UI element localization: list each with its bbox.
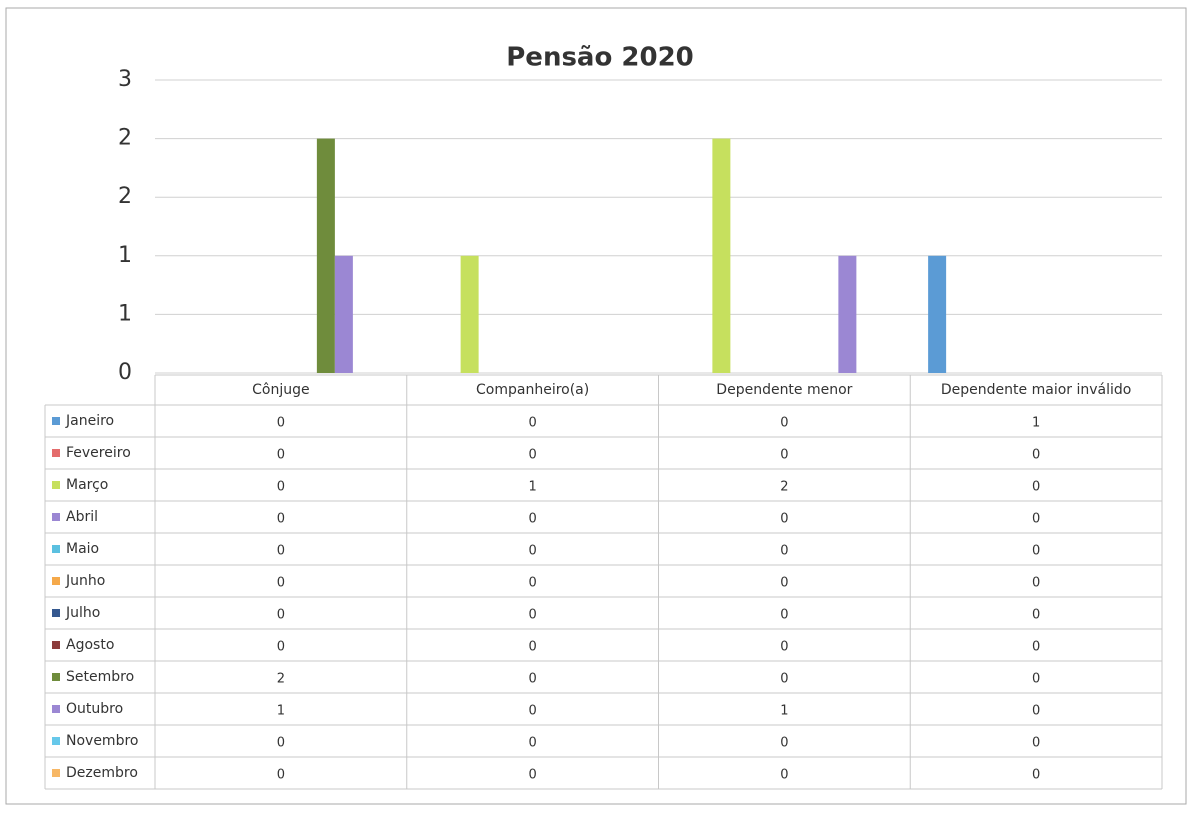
- y-tick-label: 2: [118, 184, 132, 209]
- legend-key: [52, 481, 60, 489]
- table-cell: 0: [780, 448, 788, 463]
- table-cell: 0: [1032, 704, 1040, 719]
- table-cell: 0: [528, 448, 536, 463]
- legend-key: [52, 417, 60, 425]
- legend-label: Novembro: [66, 733, 138, 749]
- legend-key: [52, 513, 60, 521]
- table-cell: 0: [780, 768, 788, 783]
- legend-key: [52, 705, 60, 713]
- legend-label: Setembro: [66, 669, 134, 685]
- bar: [928, 255, 947, 373]
- bar: [712, 138, 731, 373]
- table-cell: 0: [1032, 448, 1040, 463]
- table-cell: 0: [528, 416, 536, 431]
- table-cell: 1: [528, 480, 536, 495]
- table-cell: 0: [780, 608, 788, 623]
- table-cell: 2: [277, 672, 285, 687]
- table-cell: 0: [780, 640, 788, 655]
- table-cell: 0: [277, 416, 285, 431]
- table-cell: 0: [780, 416, 788, 431]
- x-tick-label: Dependente menor: [716, 382, 852, 398]
- legend-label: Agosto: [66, 637, 114, 653]
- table-cell: 0: [277, 544, 285, 559]
- x-tick-label: Companheiro(a): [476, 382, 589, 398]
- legend-label: Abril: [66, 509, 98, 525]
- table-cell: 0: [528, 768, 536, 783]
- table-cell: 0: [1032, 544, 1040, 559]
- table-cell: 0: [780, 672, 788, 687]
- table-cell: 0: [528, 704, 536, 719]
- y-tick-label: 1: [118, 301, 132, 326]
- y-tick-label: 3: [118, 67, 132, 92]
- bar: [334, 255, 353, 373]
- frame: [5, 7, 1187, 805]
- table-cell: 0: [277, 768, 285, 783]
- table-cell: 0: [528, 736, 536, 751]
- table-cell: 0: [528, 512, 536, 527]
- legend-label: Junho: [65, 573, 105, 589]
- legend-key: [52, 673, 60, 681]
- legend-key: [52, 449, 60, 457]
- y-tick-label: 0: [118, 360, 132, 385]
- table-cell: 0: [1032, 672, 1040, 687]
- chart-title: Pensão 2020: [506, 43, 694, 73]
- legend-key: [52, 545, 60, 553]
- table-cell: 0: [528, 672, 536, 687]
- bar: [460, 255, 479, 373]
- table-cell: 0: [780, 736, 788, 751]
- legend-key: [52, 769, 60, 777]
- legend-key: [52, 641, 60, 649]
- table-cell: 0: [780, 512, 788, 527]
- bar: [838, 255, 857, 373]
- y-tick-label: 1: [118, 243, 132, 268]
- legend-label: Maio: [66, 541, 99, 557]
- legend-label: Dezembro: [66, 765, 138, 781]
- table-cell: 0: [1032, 480, 1040, 495]
- legend-key: [52, 609, 60, 617]
- table-cell: 0: [1032, 608, 1040, 623]
- table-cell: 0: [1032, 736, 1040, 751]
- legend-key: [52, 737, 60, 745]
- table-cell: 0: [277, 640, 285, 655]
- table-cell: 0: [1032, 768, 1040, 783]
- legend-label: Fevereiro: [66, 445, 131, 461]
- table-cell: 0: [277, 576, 285, 591]
- table-cell: 0: [528, 608, 536, 623]
- legend-label: Março: [66, 477, 108, 493]
- bar: [316, 138, 335, 373]
- table-cell: 0: [277, 480, 285, 495]
- y-tick-label: 2: [118, 126, 132, 151]
- legend-label: Outubro: [66, 701, 123, 717]
- table-cell: 0: [277, 608, 285, 623]
- table-cell: 1: [780, 704, 788, 719]
- table-cell: 2: [780, 480, 788, 495]
- table-cell: 1: [1032, 416, 1040, 431]
- table-cell: 0: [277, 736, 285, 751]
- table-cell: 0: [277, 512, 285, 527]
- legend-label: Janeiro: [65, 413, 114, 429]
- table-cell: 1: [277, 704, 285, 719]
- table-cell: 0: [780, 576, 788, 591]
- table-cell: 0: [528, 576, 536, 591]
- table-cell: 0: [1032, 512, 1040, 527]
- table-cell: 0: [1032, 640, 1040, 655]
- table-cell: 0: [1032, 576, 1040, 591]
- table-cell: 0: [528, 640, 536, 655]
- x-tick-label: Dependente maior inválido: [941, 382, 1131, 398]
- table-cell: 0: [277, 448, 285, 463]
- table-cell: 0: [528, 544, 536, 559]
- table-cell: 0: [780, 544, 788, 559]
- legend-label: Julho: [65, 605, 100, 621]
- legend-key: [52, 577, 60, 585]
- x-tick-label: Cônjuge: [252, 382, 309, 398]
